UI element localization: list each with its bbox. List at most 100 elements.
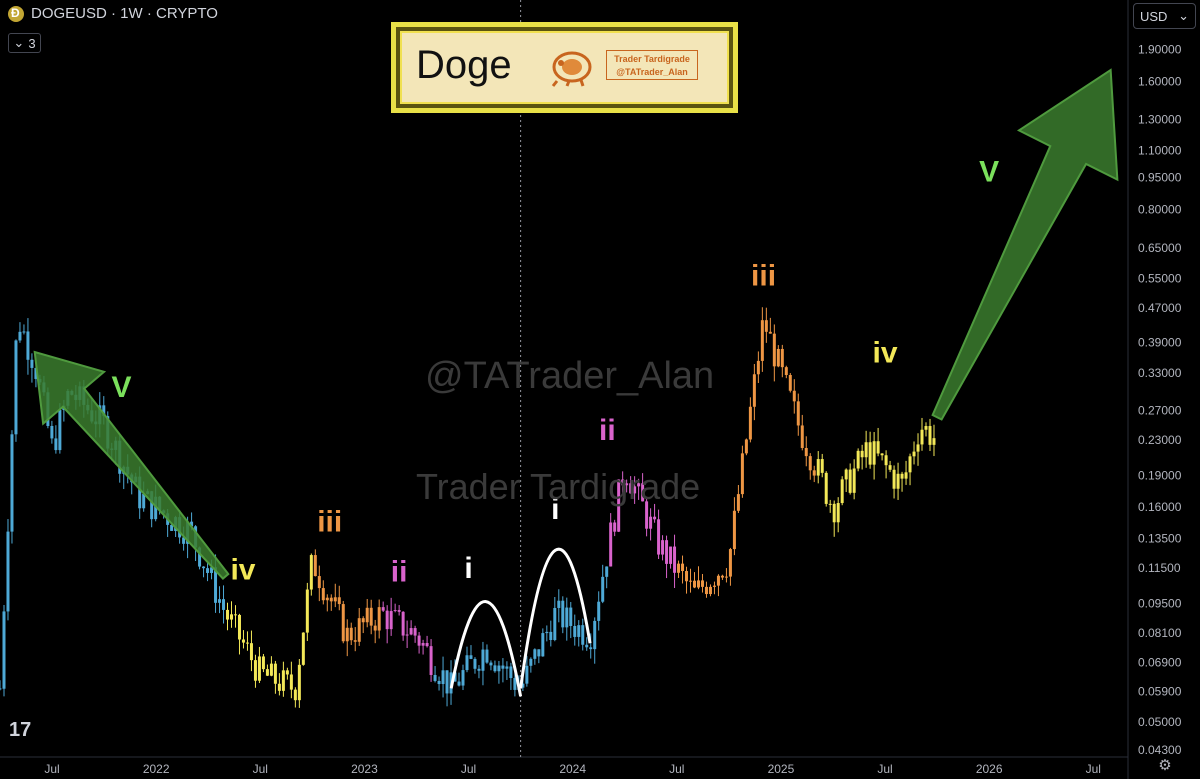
candle-body — [421, 643, 425, 646]
candle-body — [784, 367, 788, 376]
watermark-handle: @TATrader_Alan — [425, 355, 715, 397]
candle-body — [397, 610, 401, 612]
candle-body — [685, 571, 689, 582]
candle-body — [804, 447, 808, 457]
candle-body — [425, 643, 429, 647]
gear-icon[interactable]: ⚙ — [1158, 757, 1172, 774]
candle-body — [22, 331, 26, 333]
candle-body — [329, 597, 333, 602]
candle-body — [641, 483, 645, 502]
candle-body — [569, 607, 573, 626]
candle-body — [836, 503, 840, 523]
candle-body — [261, 656, 265, 670]
candle-body — [513, 678, 517, 690]
wave-label: V — [111, 371, 131, 404]
candle-body — [653, 516, 657, 520]
candle-body — [461, 670, 465, 686]
candle-body — [433, 674, 437, 681]
y-tick-label: 0.06900 — [1138, 656, 1182, 670]
candle-body — [457, 681, 461, 686]
candle-body — [305, 589, 309, 633]
candle-body — [198, 547, 202, 567]
candle-body — [537, 649, 541, 657]
tradingview-logo[interactable]: 17 — [9, 719, 32, 741]
candle-body — [752, 374, 756, 407]
candle-body — [796, 401, 800, 426]
candle-body — [142, 493, 146, 509]
wave-label: iii — [317, 506, 342, 539]
candle-body — [257, 656, 261, 681]
candle-body — [800, 425, 804, 448]
candle-body — [840, 479, 844, 504]
candle-body — [756, 360, 760, 375]
candle-body — [720, 575, 724, 578]
candle-body — [732, 510, 736, 550]
candle-body — [313, 555, 317, 577]
candle-body — [828, 503, 832, 505]
candle-body — [645, 501, 649, 529]
candle-body — [401, 611, 405, 636]
candle-body — [708, 586, 712, 595]
y-tick-label: 0.23000 — [1138, 433, 1182, 447]
banner-credit-name: Trader Tardigrade — [614, 54, 690, 64]
candle-body — [321, 588, 325, 601]
candle-body — [337, 597, 341, 605]
candle-body — [844, 469, 848, 480]
tardigrade-mascot-icon — [551, 51, 592, 87]
candle-body — [673, 546, 677, 573]
wave-arc — [519, 547, 592, 689]
candle-body — [54, 438, 58, 451]
candle-body — [736, 494, 740, 511]
candle-body — [577, 625, 581, 637]
wave-label: ii — [599, 414, 616, 447]
candle-body — [669, 546, 673, 564]
watermark-name: Trader Tardigrade — [416, 466, 701, 507]
y-tick-label: 0.27000 — [1138, 403, 1182, 417]
candle-body — [832, 503, 836, 523]
candle-body — [772, 333, 776, 367]
candle-body — [605, 566, 609, 577]
candle-body — [170, 524, 174, 531]
candle-body — [445, 670, 449, 694]
y-tick-label: 0.47000 — [1138, 301, 1182, 315]
wave-label: iv — [230, 554, 255, 587]
candle-body — [293, 689, 297, 701]
candle-body — [649, 516, 653, 529]
candle-body — [361, 618, 365, 623]
candle-body — [469, 655, 473, 659]
candle-body — [241, 639, 245, 643]
candle-body — [916, 444, 920, 452]
candle-body — [138, 476, 142, 509]
candle-body — [345, 627, 349, 642]
candle-body — [385, 610, 389, 630]
candle-body — [585, 644, 589, 648]
candle-body — [868, 442, 872, 465]
candle-body — [485, 649, 489, 663]
candle-body — [920, 429, 924, 445]
currency-select[interactable]: USD ⌄ — [1133, 3, 1196, 29]
wave-arc — [449, 600, 523, 697]
candle-body — [226, 609, 230, 620]
candle-body — [696, 580, 700, 588]
candle-body — [581, 625, 585, 645]
arrow-up-right — [931, 68, 1119, 421]
candle-body — [549, 631, 553, 640]
symbol-header[interactable]: DOGEUSD · 1W · CRYPTO — [8, 5, 218, 22]
candle-body — [218, 599, 222, 603]
candle-body — [333, 597, 337, 602]
candle-body — [353, 640, 357, 642]
y-tick-label: 0.04300 — [1138, 743, 1182, 757]
candle-body — [277, 683, 281, 691]
x-tick-label: 2023 — [351, 762, 378, 776]
candle-body — [230, 614, 234, 620]
candle-body — [245, 642, 249, 644]
candle-body — [233, 614, 237, 616]
indicator-toggle-button[interactable]: ⌄ 3 — [8, 33, 41, 53]
candle-body — [357, 618, 361, 642]
banner-title: Doge — [416, 43, 512, 87]
candle-body — [816, 459, 820, 476]
candle-body — [297, 664, 301, 701]
candle-body — [856, 450, 860, 469]
